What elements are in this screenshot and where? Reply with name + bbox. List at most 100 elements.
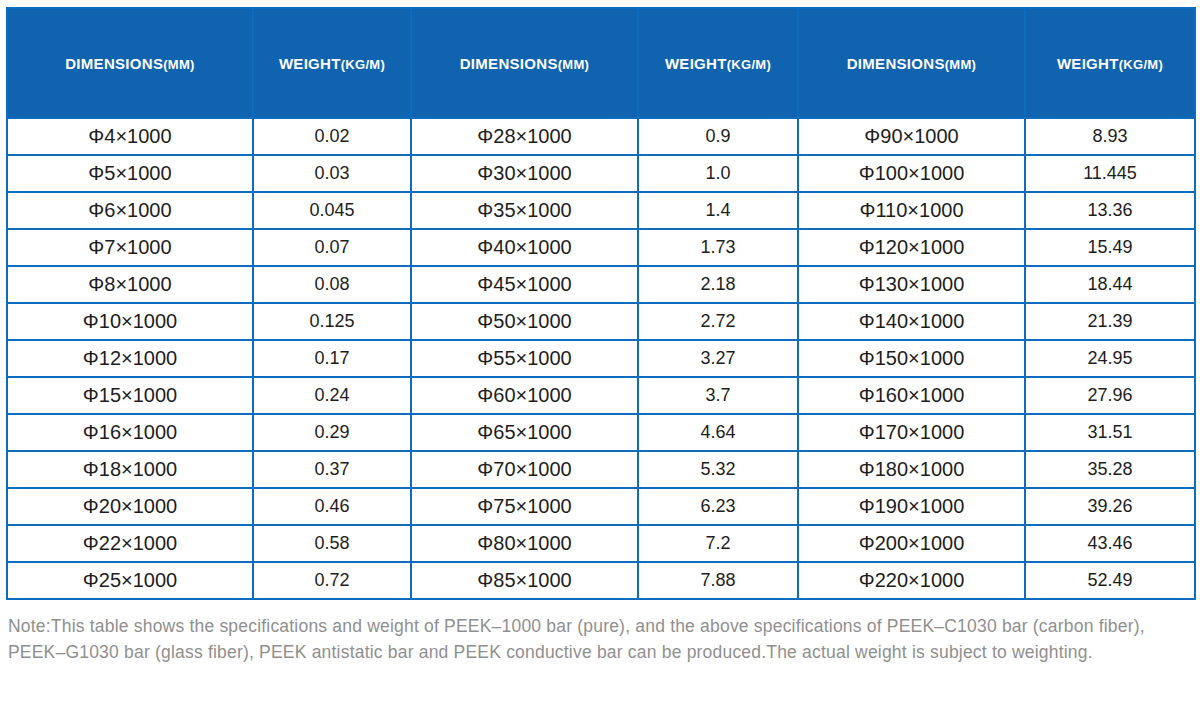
dimension-cell: Φ4×1000 <box>7 118 253 155</box>
table-row: Φ20×1000 0.46 Φ75×1000 6.23 Φ190×1000 39… <box>7 488 1195 525</box>
weight-cell: 0.045 <box>253 192 411 229</box>
dimensions-header-2: DIMENSIONS(MM) <box>411 8 638 118</box>
table-row: Φ6×1000 0.045 Φ35×1000 1.4 Φ110×1000 13.… <box>7 192 1195 229</box>
weight-header-unit: (KG/M) <box>1119 57 1163 72</box>
weight-cell: 11.445 <box>1025 155 1195 192</box>
dimension-cell: Φ220×1000 <box>798 562 1025 599</box>
weight-header-unit: (KG/M) <box>727 57 771 72</box>
table-row: Φ16×1000 0.29 Φ65×1000 4.64 Φ170×1000 31… <box>7 414 1195 451</box>
table-row: Φ4×1000 0.02 Φ28×1000 0.9 Φ90×1000 8.93 <box>7 118 1195 155</box>
dimension-cell: Φ110×1000 <box>798 192 1025 229</box>
dimensions-header-unit: (MM) <box>163 57 195 72</box>
weight-cell: 7.88 <box>638 562 798 599</box>
table-row: Φ22×1000 0.58 Φ80×1000 7.2 Φ200×1000 43.… <box>7 525 1195 562</box>
weight-cell: 0.03 <box>253 155 411 192</box>
dimensions-header-unit: (MM) <box>558 57 590 72</box>
weight-cell: 0.08 <box>253 266 411 303</box>
dimensions-header-1: DIMENSIONS(MM) <box>7 8 253 118</box>
dimension-cell: Φ22×1000 <box>7 525 253 562</box>
dimension-cell: Φ100×1000 <box>798 155 1025 192</box>
weight-cell: 15.49 <box>1025 229 1195 266</box>
dimension-cell: Φ160×1000 <box>798 377 1025 414</box>
table-row: Φ5×1000 0.03 Φ30×1000 1.0 Φ100×1000 11.4… <box>7 155 1195 192</box>
dimension-cell: Φ180×1000 <box>798 451 1025 488</box>
weight-cell: 2.72 <box>638 303 798 340</box>
weight-cell: 1.73 <box>638 229 798 266</box>
weight-cell: 39.26 <box>1025 488 1195 525</box>
weight-cell: 13.36 <box>1025 192 1195 229</box>
table-header-row: DIMENSIONS(MM) WEIGHT(KG/M) DIMENSIONS(M… <box>7 8 1195 118</box>
weight-cell: 1.0 <box>638 155 798 192</box>
weight-cell: 4.64 <box>638 414 798 451</box>
dimension-cell: Φ6×1000 <box>7 192 253 229</box>
weight-header-label: WEIGHT <box>279 55 341 72</box>
weight-cell: 27.96 <box>1025 377 1195 414</box>
dimension-cell: Φ65×1000 <box>411 414 638 451</box>
weight-cell: 21.39 <box>1025 303 1195 340</box>
weight-header-1: WEIGHT(KG/M) <box>253 8 411 118</box>
weight-cell: 8.93 <box>1025 118 1195 155</box>
dimension-cell: Φ10×1000 <box>7 303 253 340</box>
weight-cell: 0.37 <box>253 451 411 488</box>
dimension-cell: Φ200×1000 <box>798 525 1025 562</box>
weight-cell: 0.07 <box>253 229 411 266</box>
weight-cell: 2.18 <box>638 266 798 303</box>
weight-header-label: WEIGHT <box>1057 55 1119 72</box>
dimension-cell: Φ28×1000 <box>411 118 638 155</box>
weight-header-label: WEIGHT <box>665 55 727 72</box>
footnote-line-2: PEEK–G1030 bar (glass fiber), PEEK antis… <box>8 639 1192 665</box>
weight-cell: 1.4 <box>638 192 798 229</box>
dimension-cell: Φ120×1000 <box>798 229 1025 266</box>
dimension-cell: Φ170×1000 <box>798 414 1025 451</box>
weight-cell: 3.27 <box>638 340 798 377</box>
dimension-cell: Φ55×1000 <box>411 340 638 377</box>
dimension-cell: Φ85×1000 <box>411 562 638 599</box>
dimension-cell: Φ80×1000 <box>411 525 638 562</box>
weight-cell: 7.2 <box>638 525 798 562</box>
dimension-cell: Φ150×1000 <box>798 340 1025 377</box>
dimension-cell: Φ130×1000 <box>798 266 1025 303</box>
weight-cell: 31.51 <box>1025 414 1195 451</box>
dimension-cell: Φ16×1000 <box>7 414 253 451</box>
table-body: Φ4×1000 0.02 Φ28×1000 0.9 Φ90×1000 8.93 … <box>7 118 1195 599</box>
weight-cell: 0.46 <box>253 488 411 525</box>
peek-bar-spec-page: DIMENSIONS(MM) WEIGHT(KG/M) DIMENSIONS(M… <box>0 7 1200 704</box>
weight-cell: 0.58 <box>253 525 411 562</box>
table-row: Φ8×1000 0.08 Φ45×1000 2.18 Φ130×1000 18.… <box>7 266 1195 303</box>
dimension-cell: Φ25×1000 <box>7 562 253 599</box>
dimension-cell: Φ8×1000 <box>7 266 253 303</box>
peek-bar-spec-table: DIMENSIONS(MM) WEIGHT(KG/M) DIMENSIONS(M… <box>6 7 1196 600</box>
dimension-cell: Φ50×1000 <box>411 303 638 340</box>
dimension-cell: Φ70×1000 <box>411 451 638 488</box>
weight-header-unit: (KG/M) <box>341 57 385 72</box>
weight-header-3: WEIGHT(KG/M) <box>1025 8 1195 118</box>
weight-cell: 0.24 <box>253 377 411 414</box>
weight-cell: 0.72 <box>253 562 411 599</box>
dimension-cell: Φ45×1000 <box>411 266 638 303</box>
weight-cell: 6.23 <box>638 488 798 525</box>
table-row: Φ15×1000 0.24 Φ60×1000 3.7 Φ160×1000 27.… <box>7 377 1195 414</box>
dimensions-header-unit: (MM) <box>945 57 977 72</box>
weight-cell: 0.125 <box>253 303 411 340</box>
dimension-cell: Φ18×1000 <box>7 451 253 488</box>
footnote: Note:This table shows the specifications… <box>8 613 1192 665</box>
dimensions-header-label: DIMENSIONS <box>65 55 163 72</box>
dimension-cell: Φ30×1000 <box>411 155 638 192</box>
dimension-cell: Φ190×1000 <box>798 488 1025 525</box>
weight-cell: 0.9 <box>638 118 798 155</box>
dimensions-header-label: DIMENSIONS <box>847 55 945 72</box>
weight-cell: 0.17 <box>253 340 411 377</box>
weight-cell: 0.02 <box>253 118 411 155</box>
dimension-cell: Φ90×1000 <box>798 118 1025 155</box>
dimension-cell: Φ60×1000 <box>411 377 638 414</box>
weight-cell: 24.95 <box>1025 340 1195 377</box>
dimension-cell: Φ140×1000 <box>798 303 1025 340</box>
weight-cell: 18.44 <box>1025 266 1195 303</box>
dimensions-header-3: DIMENSIONS(MM) <box>798 8 1025 118</box>
weight-cell: 35.28 <box>1025 451 1195 488</box>
dimension-cell: Φ15×1000 <box>7 377 253 414</box>
weight-cell: 43.46 <box>1025 525 1195 562</box>
weight-header-2: WEIGHT(KG/M) <box>638 8 798 118</box>
footnote-line-1: Note:This table shows the specifications… <box>8 613 1192 639</box>
dimension-cell: Φ20×1000 <box>7 488 253 525</box>
